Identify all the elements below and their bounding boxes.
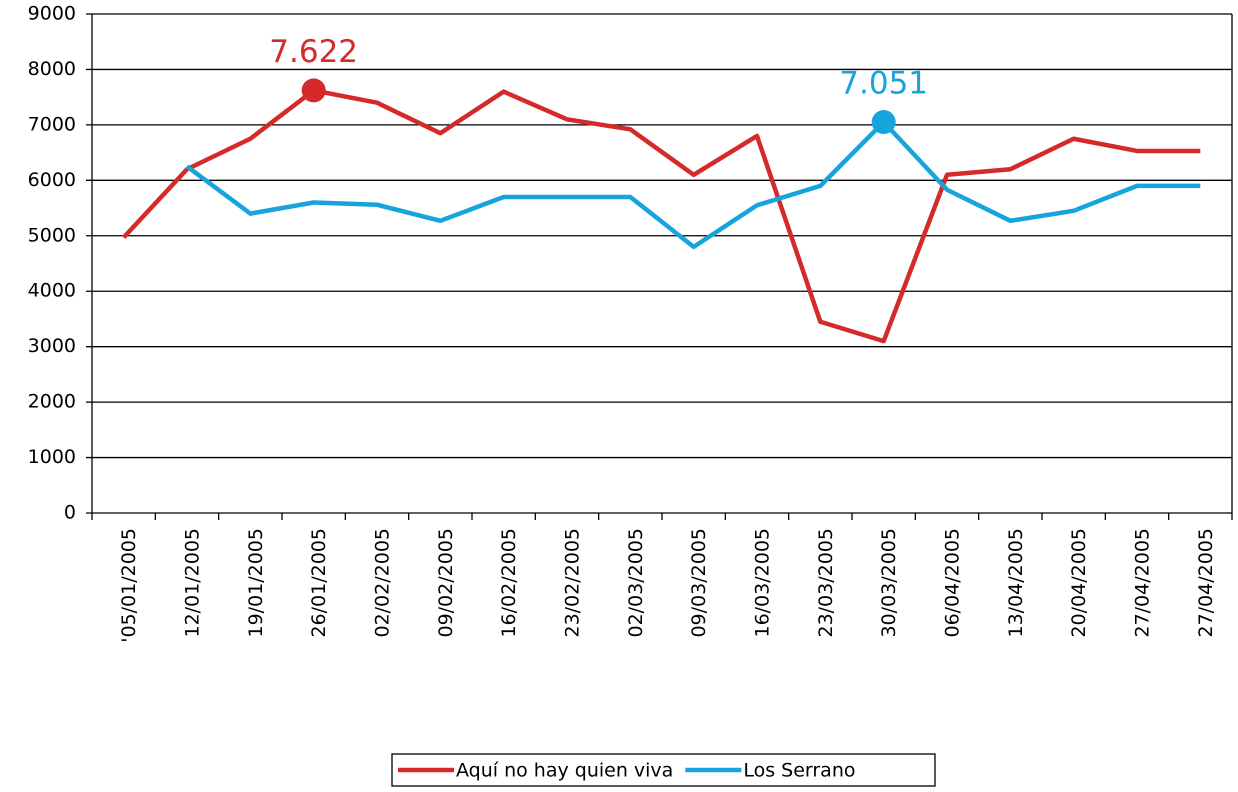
y-tick-label: 9000 bbox=[28, 3, 76, 25]
y-tick-label: 2000 bbox=[28, 391, 76, 413]
y-tick-label: 4000 bbox=[28, 280, 76, 302]
x-tick-label: 02/03/2005 bbox=[625, 528, 647, 638]
x-tick-label: 13/04/2005 bbox=[1005, 528, 1027, 638]
y-tick-label: 3000 bbox=[28, 335, 76, 357]
x-tick-label: 20/04/2005 bbox=[1068, 528, 1090, 638]
x-tick-label: 19/01/2005 bbox=[245, 528, 267, 638]
x-tick-label: 30/03/2005 bbox=[878, 528, 900, 638]
x-tick-label: 16/03/2005 bbox=[752, 528, 774, 638]
y-tick-label: 5000 bbox=[28, 224, 76, 246]
legend-box bbox=[391, 753, 936, 787]
x-tick-label: 23/02/2005 bbox=[562, 528, 584, 638]
y-tick-label: 7000 bbox=[28, 113, 76, 135]
highlight-marker bbox=[301, 78, 326, 103]
x-tick-label: 09/02/2005 bbox=[435, 528, 457, 638]
x-tick-label: 27/04/2005 bbox=[1132, 528, 1154, 638]
y-tick-label: 8000 bbox=[28, 58, 76, 80]
x-tick-label: 26/01/2005 bbox=[308, 528, 330, 638]
legend-label: Aquí no hay quien viva bbox=[456, 760, 673, 782]
x-tick-label: '05/01/2005 bbox=[118, 528, 140, 643]
x-tick-label: 16/02/2005 bbox=[498, 528, 520, 638]
data-label: 7.051 bbox=[839, 66, 928, 102]
highlight-marker bbox=[871, 110, 896, 135]
x-tick-label: 06/04/2005 bbox=[942, 528, 964, 638]
series-line bbox=[122, 88, 1201, 344]
data-label: 7.622 bbox=[269, 34, 358, 70]
y-tick-label: 6000 bbox=[28, 169, 76, 191]
y-tick-label: 0 bbox=[64, 502, 76, 524]
legend-label: Los Serrano bbox=[743, 760, 855, 782]
x-tick-label: 23/03/2005 bbox=[815, 528, 837, 638]
legend: Aquí no hay quien viva Los Serrano bbox=[391, 753, 936, 787]
x-tick-label: 12/01/2005 bbox=[182, 528, 204, 638]
series-line bbox=[185, 119, 1201, 250]
x-tick-label: 09/03/2005 bbox=[688, 528, 710, 638]
x-tick-label: 27/04/2005 bbox=[1195, 528, 1217, 638]
x-tick-label: 02/02/2005 bbox=[372, 528, 394, 638]
y-tick-label: 1000 bbox=[28, 446, 76, 468]
